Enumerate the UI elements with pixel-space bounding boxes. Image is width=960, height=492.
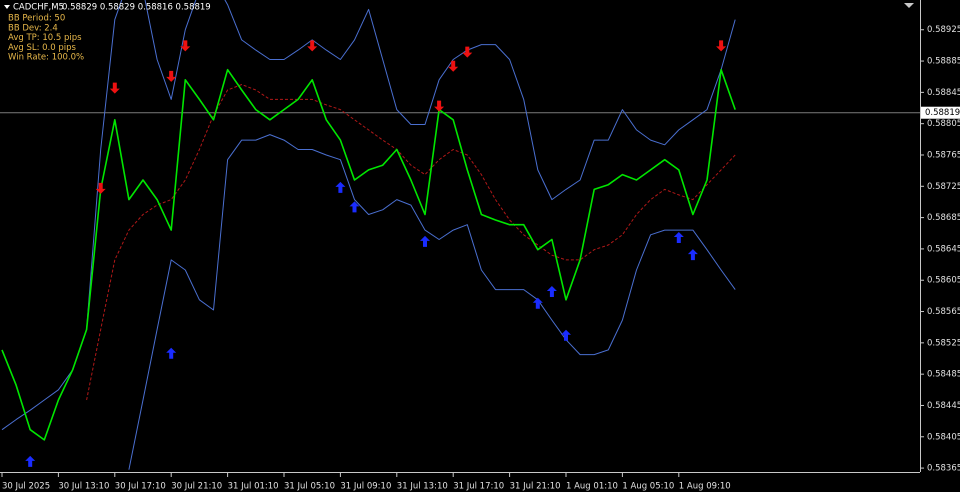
info-line: Avg TP: 10.5 pips (8, 33, 82, 43)
symbol: CADCHF,M5 (13, 3, 64, 13)
buy-arrow (420, 235, 430, 247)
x-tick-label: 30 Jul 17:10 (115, 482, 166, 492)
x-tick-label: 31 Jul 01:10 (228, 482, 279, 492)
buy-arrow (349, 201, 360, 213)
x-tick-label: 1 Aug 09:10 (679, 482, 731, 492)
sell-arrow (180, 40, 191, 52)
buy-arrow (25, 455, 36, 467)
current-price-box (921, 106, 960, 119)
buy-arrow (687, 249, 698, 261)
y-tick-label: 0.58925 (927, 25, 960, 35)
y-tick-label: 0.58765 (927, 150, 960, 160)
y-tick-label: 0.58805 (927, 119, 960, 129)
scroll-marker (904, 3, 914, 8)
x-tick-label: 30 Jul 13:10 (58, 482, 109, 492)
price-line (1, 68, 736, 441)
info-line: Win Rate: 100.0% (8, 53, 84, 63)
y-tick-label: 0.58725 (927, 182, 960, 192)
x-tick-label: 31 Jul 17:10 (453, 482, 504, 492)
y-tick-label: 0.58885 (927, 57, 960, 67)
band-line (128, 134, 736, 470)
band-line (1, 0, 736, 431)
current-price-label: 0.58819 (925, 108, 960, 118)
info-line: BB Period: 50 (8, 14, 65, 24)
middle-band (86, 84, 736, 401)
info-line: BB Dev: 2.4 (8, 23, 58, 33)
quote: 0.58829 0.58829 0.58816 0.58819 (62, 3, 211, 13)
y-tick-label: 0.58365 (927, 464, 960, 474)
plot-area (0, 0, 920, 470)
sell-arrow (307, 40, 318, 52)
symbol-marker (4, 5, 10, 9)
sell-arrow (716, 40, 727, 52)
sell-arrow (166, 70, 177, 82)
y-tick-label: 0.58645 (927, 244, 960, 254)
buy-arrow (546, 285, 557, 297)
x-tick-label: 30 Jul 2025 (2, 482, 50, 492)
buy-arrow (561, 329, 571, 341)
y-tick-label: 0.58605 (927, 276, 960, 286)
buy-arrow (166, 347, 177, 359)
sell-arrow (448, 60, 459, 72)
x-tick-label: 30 Jul 21:10 (171, 482, 222, 492)
y-tick-label: 0.58445 (927, 401, 960, 411)
y-tick-label: 0.58845 (927, 88, 960, 98)
buy-arrow (673, 231, 684, 243)
y-tick-label: 0.58565 (927, 307, 960, 317)
y-tick-label: 0.58485 (927, 370, 960, 380)
buy-arrow (335, 181, 346, 193)
x-tick-label: 31 Jul 13:10 (397, 482, 448, 492)
sell-arrow (109, 82, 120, 94)
buy-arrow (532, 297, 543, 309)
y-tick-label: 0.58685 (927, 213, 960, 223)
x-tick-label: 31 Jul 21:10 (510, 482, 561, 492)
sell-arrow (434, 100, 445, 112)
sell-arrow (95, 182, 106, 194)
x-tick-label: 1 Aug 01:10 (566, 482, 618, 492)
sell-arrow (462, 46, 473, 58)
x-tick-label: 1 Aug 05:10 (622, 482, 674, 492)
y-tick-label: 0.58525 (927, 338, 960, 348)
y-tick-label: 0.58405 (927, 432, 960, 442)
x-tick-label: 31 Jul 05:10 (284, 482, 335, 492)
info-line: Avg SL: 0.0 pips (8, 43, 77, 53)
x-tick-label: 31 Jul 09:10 (340, 482, 391, 492)
